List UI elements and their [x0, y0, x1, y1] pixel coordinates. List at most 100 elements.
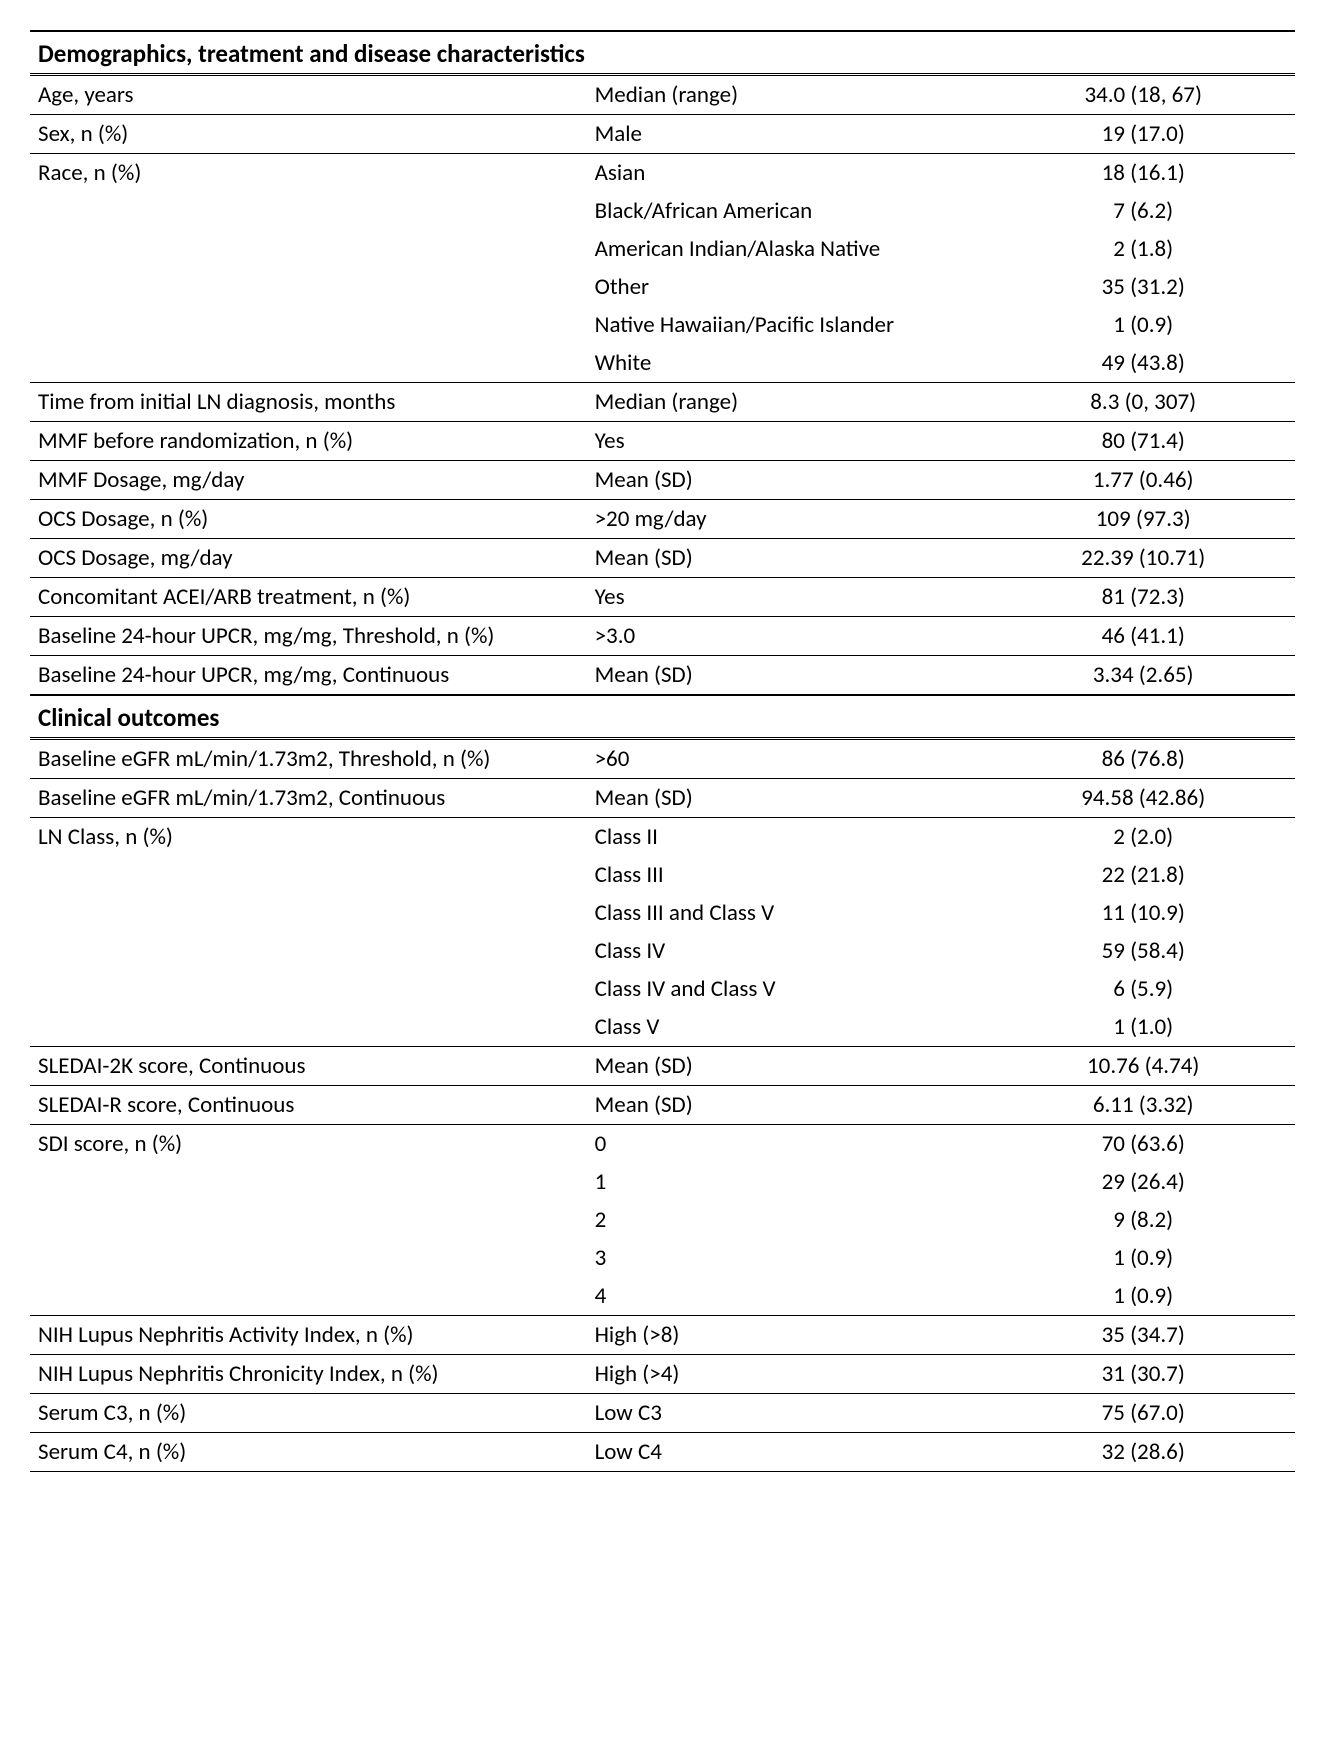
- row-label: [30, 856, 587, 894]
- row-label: Serum C3, n (%): [30, 1394, 587, 1433]
- row-label: Age, years: [30, 76, 587, 115]
- row-label: NIH Lupus Nephritis Activity Index, n (%…: [30, 1316, 587, 1355]
- row-value: 2 (1.8): [991, 230, 1295, 268]
- row-value: 6 (5.9): [991, 970, 1295, 1008]
- table-row: White49 (43.8): [30, 344, 1295, 383]
- row-value: 19 (17.0): [991, 115, 1295, 154]
- row-label: Baseline eGFR mL/min/1.73m2, Threshold, …: [30, 740, 587, 779]
- table-row: Class III and Class V11 (10.9): [30, 894, 1295, 932]
- row-value: 6.11 (3.32): [991, 1086, 1295, 1125]
- row-label: [30, 932, 587, 970]
- table-row: Sex, n (%)Male19 (17.0): [30, 115, 1295, 154]
- row-label: MMF Dosage, mg/day: [30, 461, 587, 500]
- row-label: Baseline eGFR mL/min/1.73m2, Continuous: [30, 779, 587, 818]
- row-stat: Low C3: [587, 1394, 992, 1433]
- table-row: Other35 (31.2): [30, 268, 1295, 306]
- row-value: 46 (41.1): [991, 617, 1295, 656]
- row-value: 31 (30.7): [991, 1355, 1295, 1394]
- row-stat: Low C4: [587, 1433, 992, 1472]
- row-stat: Native Hawaiian/Pacific Islander: [587, 306, 992, 344]
- row-value: 10.76 (4.74): [991, 1047, 1295, 1086]
- row-label: NIH Lupus Nephritis Chronicity Index, n …: [30, 1355, 587, 1394]
- row-stat: Mean (SD): [587, 539, 992, 578]
- row-label: Concomitant ACEI/ARB treatment, n (%): [30, 578, 587, 617]
- table-row: NIH Lupus Nephritis Activity Index, n (%…: [30, 1316, 1295, 1355]
- row-stat: Yes: [587, 578, 992, 617]
- row-value: 59 (58.4): [991, 932, 1295, 970]
- row-stat: Class V: [587, 1008, 992, 1047]
- row-value: 18 (16.1): [991, 154, 1295, 193]
- row-value: 9 (8.2): [991, 1201, 1295, 1239]
- row-label: SLEDAI-R score, Continuous: [30, 1086, 587, 1125]
- section-title: Demographics, treatment and disease char…: [30, 31, 1295, 75]
- row-label: MMF before randomization, n (%): [30, 422, 587, 461]
- row-stat: Mean (SD): [587, 779, 992, 818]
- row-value: 1 (0.9): [991, 1239, 1295, 1277]
- table-row: MMF before randomization, n (%)Yes80 (71…: [30, 422, 1295, 461]
- row-value: 75 (67.0): [991, 1394, 1295, 1433]
- row-label: Baseline 24-hour UPCR, mg/mg, Continuous: [30, 656, 587, 696]
- row-value: 35 (31.2): [991, 268, 1295, 306]
- table-row: Time from initial LN diagnosis, monthsMe…: [30, 383, 1295, 422]
- row-label: [30, 1163, 587, 1201]
- table-row: Serum C3, n (%)Low C375 (67.0): [30, 1394, 1295, 1433]
- row-label: OCS Dosage, mg/day: [30, 539, 587, 578]
- row-value: 11 (10.9): [991, 894, 1295, 932]
- row-label: Time from initial LN diagnosis, months: [30, 383, 587, 422]
- row-label: SDI score, n (%): [30, 1125, 587, 1164]
- row-value: 94.58 (42.86): [991, 779, 1295, 818]
- row-value: 80 (71.4): [991, 422, 1295, 461]
- row-value: 49 (43.8): [991, 344, 1295, 383]
- row-label: Sex, n (%): [30, 115, 587, 154]
- row-label: [30, 230, 587, 268]
- row-stat: American Indian/Alaska Native: [587, 230, 992, 268]
- table-row: Race, n (%)Asian18 (16.1): [30, 154, 1295, 193]
- row-stat: 3: [587, 1239, 992, 1277]
- table-row: SDI score, n (%)070 (63.6): [30, 1125, 1295, 1164]
- table-row: OCS Dosage, mg/dayMean (SD)22.39 (10.71): [30, 539, 1295, 578]
- table-row: Baseline 24-hour UPCR, mg/mg, Threshold,…: [30, 617, 1295, 656]
- table-row: MMF Dosage, mg/dayMean (SD)1.77 (0.46): [30, 461, 1295, 500]
- row-stat: Mean (SD): [587, 1047, 992, 1086]
- table-row: OCS Dosage, n (%)>20 mg/day109 (97.3): [30, 500, 1295, 539]
- table-row: American Indian/Alaska Native2 (1.8): [30, 230, 1295, 268]
- row-value: 32 (28.6): [991, 1433, 1295, 1472]
- row-stat: White: [587, 344, 992, 383]
- table-row: 129 (26.4): [30, 1163, 1295, 1201]
- row-stat: Other: [587, 268, 992, 306]
- row-stat: 4: [587, 1277, 992, 1316]
- section-title: Clinical outcomes: [30, 695, 1295, 739]
- row-label: Race, n (%): [30, 154, 587, 193]
- row-value: 29 (26.4): [991, 1163, 1295, 1201]
- row-stat: 2: [587, 1201, 992, 1239]
- row-label: OCS Dosage, n (%): [30, 500, 587, 539]
- row-label: Baseline 24-hour UPCR, mg/mg, Threshold,…: [30, 617, 587, 656]
- table-row: Native Hawaiian/Pacific Islander1 (0.9): [30, 306, 1295, 344]
- row-value: 3.34 (2.65): [991, 656, 1295, 696]
- table-row: Serum C4, n (%)Low C432 (28.6): [30, 1433, 1295, 1472]
- row-label: [30, 344, 587, 383]
- row-stat: Class III and Class V: [587, 894, 992, 932]
- row-stat: Class III: [587, 856, 992, 894]
- row-label: [30, 1239, 587, 1277]
- row-value: 86 (76.8): [991, 740, 1295, 779]
- row-label: [30, 192, 587, 230]
- table-row: SLEDAI-2K score, ContinuousMean (SD)10.7…: [30, 1047, 1295, 1086]
- row-value: 35 (34.7): [991, 1316, 1295, 1355]
- row-stat: High (>4): [587, 1355, 992, 1394]
- row-stat: >3.0: [587, 617, 992, 656]
- row-value: 7 (6.2): [991, 192, 1295, 230]
- row-label: [30, 1008, 587, 1047]
- row-stat: Median (range): [587, 76, 992, 115]
- row-label: [30, 268, 587, 306]
- row-stat: Male: [587, 115, 992, 154]
- row-label: [30, 306, 587, 344]
- row-stat: Median (range): [587, 383, 992, 422]
- row-stat: 1: [587, 1163, 992, 1201]
- row-stat: Mean (SD): [587, 461, 992, 500]
- table-row: 41 (0.9): [30, 1277, 1295, 1316]
- row-label: [30, 970, 587, 1008]
- row-stat: >20 mg/day: [587, 500, 992, 539]
- row-stat: Class IV: [587, 932, 992, 970]
- row-stat: Mean (SD): [587, 1086, 992, 1125]
